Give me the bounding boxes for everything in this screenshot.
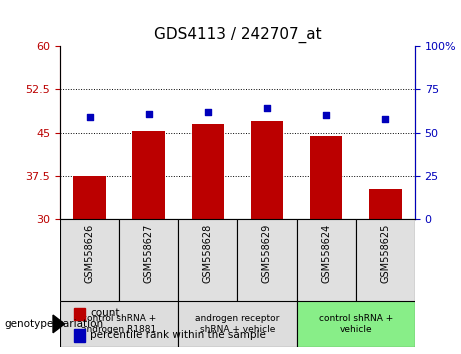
Bar xyxy=(132,131,165,219)
Bar xyxy=(178,301,296,347)
Bar xyxy=(60,219,119,301)
Bar xyxy=(60,301,178,347)
Point xyxy=(322,113,330,118)
Text: GSM558628: GSM558628 xyxy=(203,224,213,283)
Bar xyxy=(251,121,283,219)
Bar xyxy=(296,301,415,347)
Bar xyxy=(74,308,85,320)
Bar xyxy=(74,329,85,342)
Bar xyxy=(178,219,237,301)
Text: control shRNA +
androgen R1881: control shRNA + androgen R1881 xyxy=(82,314,157,333)
Bar xyxy=(369,189,402,219)
Polygon shape xyxy=(53,315,65,333)
Title: GDS4113 / 242707_at: GDS4113 / 242707_at xyxy=(154,27,321,43)
Text: GSM558629: GSM558629 xyxy=(262,224,272,283)
Point xyxy=(204,109,212,115)
Bar xyxy=(310,136,343,219)
Point xyxy=(263,105,271,111)
Text: GSM558625: GSM558625 xyxy=(380,224,390,283)
Text: genotype/variation: genotype/variation xyxy=(5,319,104,329)
Text: control shRNA +
vehicle: control shRNA + vehicle xyxy=(319,314,393,333)
Text: count: count xyxy=(90,308,119,318)
Text: percentile rank within the sample: percentile rank within the sample xyxy=(90,330,266,339)
Text: GSM558626: GSM558626 xyxy=(84,224,95,283)
Text: GSM558624: GSM558624 xyxy=(321,224,331,283)
Point xyxy=(145,111,152,116)
Text: GSM558627: GSM558627 xyxy=(144,224,154,283)
Bar xyxy=(119,219,178,301)
Bar xyxy=(356,219,415,301)
Bar xyxy=(296,219,356,301)
Point xyxy=(382,116,389,122)
Bar xyxy=(237,219,296,301)
Bar xyxy=(192,124,224,219)
Bar xyxy=(73,176,106,219)
Text: androgen receptor
shRNA + vehicle: androgen receptor shRNA + vehicle xyxy=(195,314,280,333)
Point xyxy=(86,114,93,120)
